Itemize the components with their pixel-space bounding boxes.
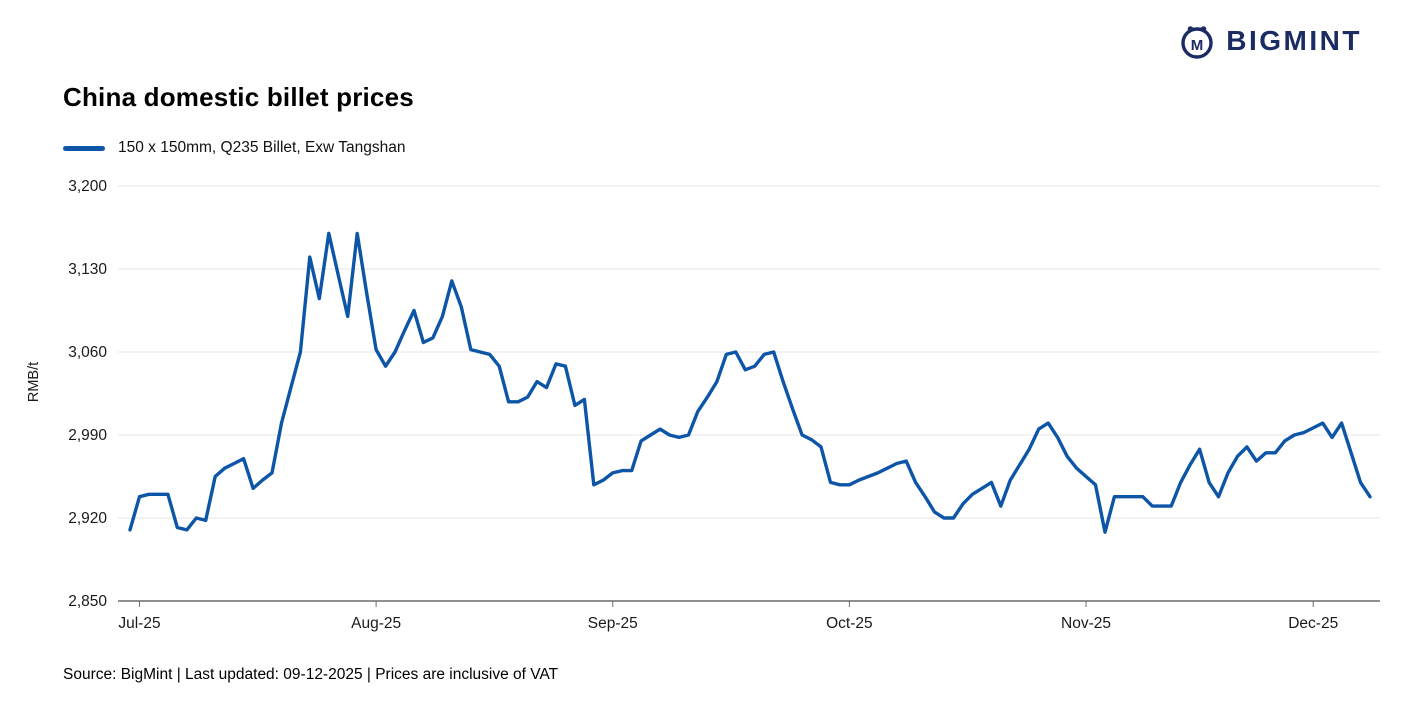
price-line-chart: 2,850 2,920 2,990 3,060 3,130 3,200 Jul-25 Aug-… — [68, 178, 1380, 632]
chart-title: China domestic billet prices — [63, 82, 414, 112]
y-tick-label: 3,060 — [68, 344, 107, 361]
y-tick-label: 2,920 — [68, 510, 107, 527]
svg-text:M: M — [1191, 37, 1204, 54]
y-tick-label: 3,130 — [68, 261, 107, 278]
x-tick-label: Dec-25 — [1288, 615, 1338, 632]
y-tick-label: 2,990 — [68, 427, 107, 444]
x-tick-label: Aug-25 — [351, 615, 401, 632]
price-line — [128, 231, 1372, 534]
x-tick-label: Nov-25 — [1061, 615, 1111, 632]
y-tick-label: 2,850 — [68, 593, 107, 610]
source-footer: Source: BigMint | Last updated: 09-12-20… — [63, 666, 559, 683]
legend-label: 150 x 150mm, Q235 Billet, Exw Tangshan — [118, 139, 406, 156]
bigmint-logo-text: BIGMINT — [1226, 25, 1362, 56]
bigmint-logo: M BIGMINT — [1178, 22, 1362, 60]
bigmint-circle-m-icon: M — [1181, 26, 1213, 59]
y-tick-label: 3,200 — [68, 178, 107, 195]
legend-line-marker — [63, 145, 105, 151]
x-tick-label: Sep-25 — [588, 615, 638, 632]
legend: 150 x 150mm, Q235 Billet, Exw Tangshan — [63, 139, 405, 157]
x-tick-label: Oct-25 — [826, 615, 873, 632]
x-tick-label: Jul-25 — [118, 615, 160, 632]
